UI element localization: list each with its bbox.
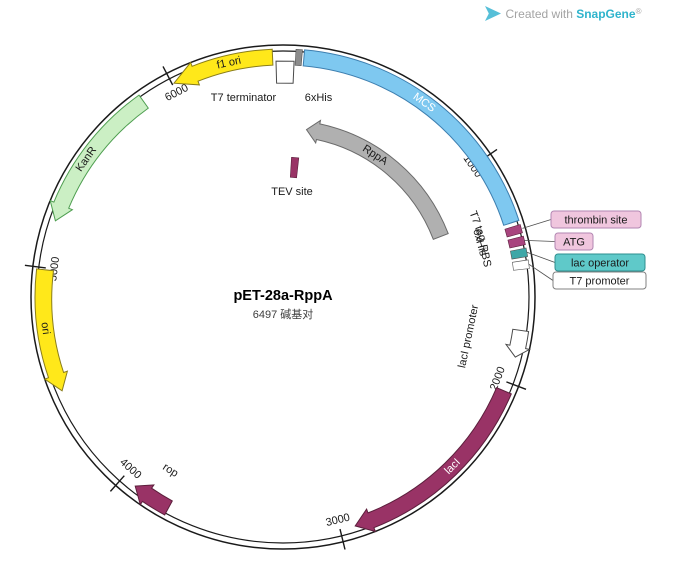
feature-labels: f1 ori T7 terminator 6xHis MCS RppA TEV …: [38, 55, 493, 480]
tick-2000: [506, 381, 527, 390]
scale-ticks: 1000 2000 3000 4000 5000 6000: [24, 66, 527, 550]
callout-labels: thrombin site ATG lac operator T7 promot…: [550, 210, 647, 290]
atg-marker: [507, 235, 526, 249]
feature-ori-arrow: [34, 268, 69, 392]
lac-operator-marker: [510, 247, 529, 260]
feature-rppa-arrow: [305, 119, 449, 240]
feature-f1-ori-arrow: [173, 48, 274, 86]
connector-t7-promoter: [528, 263, 554, 281]
tick-label-4000: 4000: [117, 456, 143, 481]
callout-thrombin-site-box: [550, 210, 642, 229]
paper-plane-icon: [485, 6, 501, 21]
callout-t7-promoter-label: T7 promoter: [570, 276, 630, 288]
connector-atg: [524, 240, 556, 242]
feature-kanr-arrow: [49, 94, 149, 222]
plasmid-name: pET-28a-RppA: [233, 288, 333, 304]
callout-atg-box: [554, 232, 594, 251]
feature-tev-site-marker: [289, 156, 300, 179]
connector-lac-operator: [526, 251, 556, 263]
feature-label-t7-terminator: T7 terminator: [211, 92, 277, 104]
thrombin-site-marker: [504, 224, 523, 238]
feature-laci-arrow: [354, 387, 512, 533]
t7-promoter-marker: [512, 259, 530, 271]
plasmid-title-block: pET-28a-RppA 6497 碱基对: [233, 288, 333, 321]
feature-6xhis-top-marker: [294, 48, 303, 67]
watermark-prefix: Created with: [506, 7, 577, 21]
tick-4000: [109, 475, 125, 492]
tick-3000: [339, 528, 346, 550]
registered-mark: ®: [636, 7, 642, 16]
callout-lac-operator-label: lac operator: [571, 258, 629, 270]
watermark-text: Created with SnapGene®: [506, 7, 642, 21]
tick-label-6000: 6000: [163, 82, 190, 104]
callout-t7-promoter-box: [552, 271, 647, 290]
connector-thrombin-site: [522, 219, 552, 229]
feature-label-rop: rop: [160, 461, 180, 480]
feature-laci-promoter-arrow: [504, 328, 531, 358]
callout-lac-operator-box: [554, 253, 646, 272]
watermark-brand: SnapGene: [576, 7, 636, 21]
tick-label-3000: 3000: [325, 512, 352, 529]
tick-6000: [162, 66, 174, 86]
watermark: Created with SnapGene®: [485, 6, 642, 21]
tick-5000: [24, 264, 46, 269]
feature-t7-terminator-box: [275, 60, 295, 84]
callout-atg-label: ATG: [563, 237, 585, 249]
callout-connectors: [522, 219, 556, 281]
features: [34, 48, 531, 533]
feature-label-tev-site: TEV site: [271, 186, 313, 198]
feature-mcs-arc: [302, 49, 520, 226]
plasmid-size: 6497 碱基对: [253, 307, 314, 321]
callout-thrombin-site-label: thrombin site: [565, 215, 628, 227]
feature-label-ori: ori: [38, 321, 51, 335]
feature-rop-arrow: [134, 484, 173, 516]
plasmid-ring-outer: [30, 44, 536, 550]
feature-label-laci-promoter: lacI promoter: [456, 304, 481, 370]
feature-label-6xhis-top: 6xHis: [305, 92, 333, 104]
feature-label-f1-ori: f1 ori: [216, 55, 242, 72]
feature-label-rbs: RBS: [477, 244, 493, 269]
